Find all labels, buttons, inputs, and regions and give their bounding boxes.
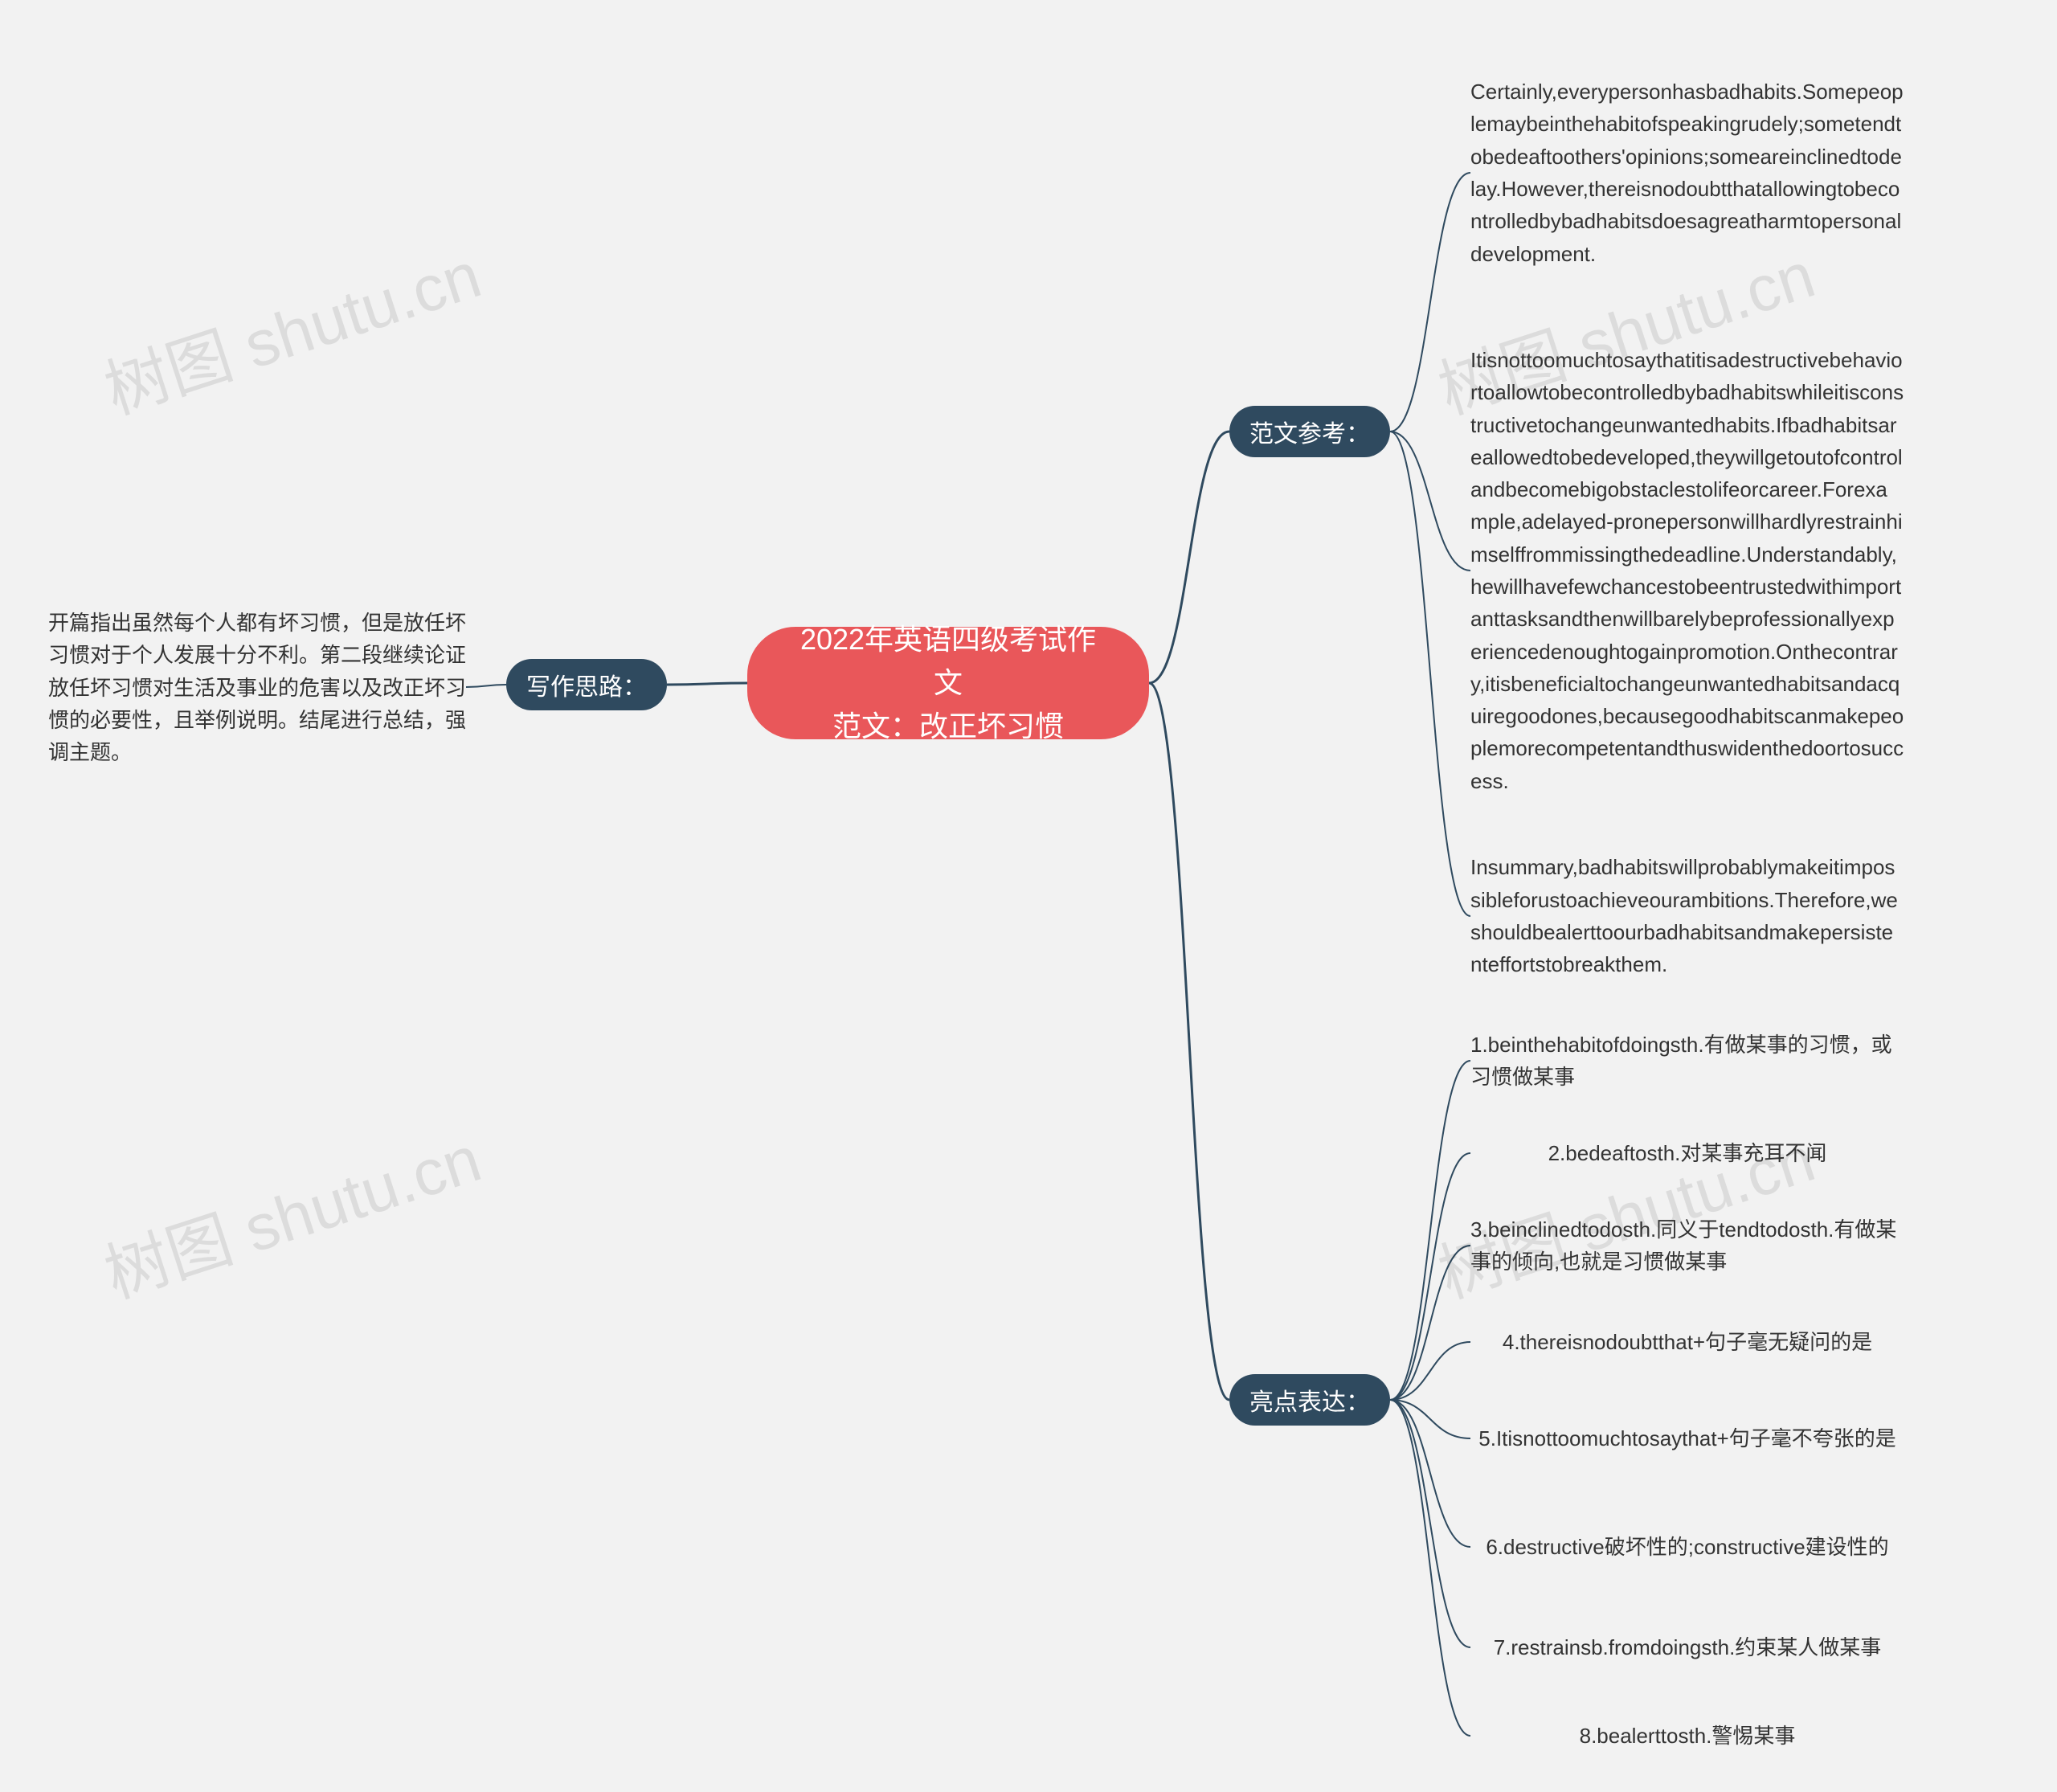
leaf-text: 2.bedeaftosth.对某事充耳不闻	[1548, 1137, 1827, 1169]
leaf-node[interactable]: Insummary,badhabitswillprobablymakeitimp…	[1470, 848, 1904, 984]
leaf-node[interactable]: 1.beinthehabitofdoingsth.有做某事的习惯，或习惯做某事	[1470, 1029, 1904, 1094]
leaf-node[interactable]: Certainly,everypersonhasbadhabits.Somepe…	[1470, 56, 1904, 289]
watermark: 树图 shutu.cn	[92, 1107, 491, 1316]
leaf-text: Certainly,everypersonhasbadhabits.Somepe…	[1470, 76, 1904, 270]
branch-node[interactable]: 范文参考：	[1229, 406, 1390, 457]
branch-node[interactable]: 亮点表达：	[1229, 1374, 1390, 1426]
leaf-node[interactable]: 5.Itisnottoomuchtosaythat+句子毫不夸张的是	[1470, 1406, 1904, 1471]
leaf-text: 8.bealerttosth.警惕某事	[1580, 1720, 1796, 1752]
leaf-text: 1.beinthehabitofdoingsth.有做某事的习惯，或习惯做某事	[1470, 1029, 1904, 1094]
leaf-node[interactable]: 7.restrainsb.fromdoingsth.约束某人做某事	[1470, 1631, 1904, 1663]
root-node[interactable]: 2022年英语四级考试作文范文：改正坏习惯	[747, 627, 1149, 739]
leaf-text: 3.beinclinedtodosth.同义于tendtodosth.有做某事的…	[1470, 1213, 1904, 1279]
leaf-node[interactable]: Itisnottoomuchtosaythatitisadestructiveb…	[1470, 321, 1904, 820]
branch-node[interactable]: 写作思路：	[506, 659, 667, 710]
branch-label: 亮点表达：	[1249, 1382, 1370, 1418]
leaf-text: 开篇指出虽然每个人都有坏习惯，但是放任坏习惯对于个人发展十分不利。第二段继续论证…	[48, 607, 466, 768]
root-line1: 2022年英语四级考试作文	[800, 623, 1096, 699]
watermark: 树图 shutu.cn	[92, 223, 491, 432]
leaf-node[interactable]: 4.thereisnodoubtthat+句子毫无疑问的是	[1470, 1326, 1904, 1358]
leaf-text: Insummary,badhabitswillprobablymakeitimp…	[1470, 851, 1904, 980]
leaf-node[interactable]: 3.beinclinedtodosth.同义于tendtodosth.有做某事的…	[1470, 1213, 1904, 1279]
leaf-node[interactable]: 8.bealerttosth.警惕某事	[1470, 1720, 1904, 1752]
leaf-text: 6.destructive破坏性的;constructive建设性的	[1486, 1531, 1888, 1563]
branch-label: 写作思路：	[526, 667, 647, 702]
leaf-node[interactable]: 开篇指出虽然每个人都有坏习惯，但是放任坏习惯对于个人发展十分不利。第二段继续论证…	[48, 607, 466, 768]
leaf-text: Itisnottoomuchtosaythatitisadestructiveb…	[1470, 344, 1904, 797]
leaf-text: 4.thereisnodoubtthat+句子毫无疑问的是	[1503, 1326, 1872, 1358]
leaf-text: 7.restrainsb.fromdoingsth.约束某人做某事	[1494, 1631, 1882, 1663]
leaf-text: 5.Itisnottoomuchtosaythat+句子毫不夸张的是	[1478, 1422, 1895, 1454]
leaf-node[interactable]: 2.bedeaftosth.对某事充耳不闻	[1470, 1137, 1904, 1169]
branch-label: 范文参考：	[1249, 414, 1370, 449]
leaf-node[interactable]: 6.destructive破坏性的;constructive建设性的	[1470, 1515, 1904, 1579]
root-line2: 范文：改正坏习惯	[832, 710, 1064, 743]
